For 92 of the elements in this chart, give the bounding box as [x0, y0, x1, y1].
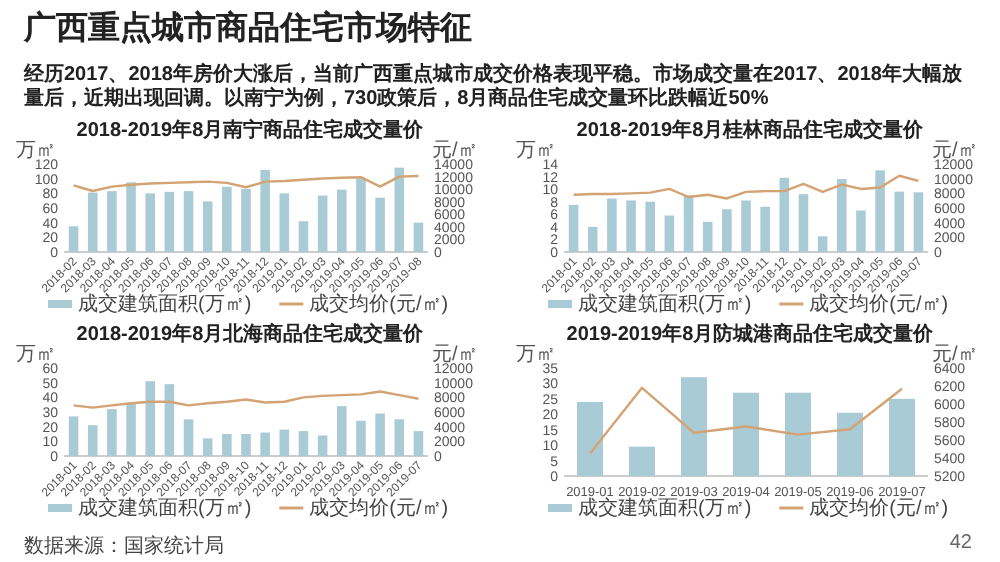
- bar: [779, 177, 790, 252]
- bar: [356, 420, 366, 456]
- chart-title: 2018-2019年8月北海商品住宅成交量价: [76, 322, 426, 346]
- bar: [356, 178, 366, 252]
- bar: [126, 182, 136, 252]
- bar: [681, 377, 707, 476]
- bar: [817, 236, 828, 252]
- bar: [856, 210, 866, 252]
- bar: [375, 197, 385, 252]
- bar: [202, 201, 213, 252]
- y2-axis-title: 元/㎡: [932, 344, 978, 366]
- bar: [241, 188, 251, 252]
- chart-title: 2018-2019年8月南宁商品住宅成交量价: [76, 118, 426, 142]
- bar: [317, 195, 328, 252]
- bar: [837, 412, 863, 476]
- bar: [337, 406, 347, 456]
- bar: [126, 403, 136, 456]
- bar: [741, 200, 751, 252]
- y-axis-title: 万㎡: [516, 344, 556, 366]
- text: 经历2017、2018年房价大涨后，当前广西重点城市成交价格表现平稳。市场成交量在2017、2018年大幅放量后，近期出现回调。以南宁为例，730政策后，8月商品住宅成交量环比跌幅近50%: [24, 64, 964, 112]
- bar: [394, 167, 405, 252]
- bar: [645, 201, 655, 252]
- bar: [785, 392, 811, 476]
- chart-title: 2019-2019年8月防城港商品住宅成交量价: [566, 322, 936, 346]
- bar: [413, 222, 424, 252]
- y2-axis-title: 元/㎡: [432, 344, 478, 366]
- bar: [317, 435, 328, 456]
- text: 广西重点城市商品住宅市场特征: [24, 8, 472, 50]
- y2-axis-title: 元/㎡: [432, 140, 478, 162]
- line-series: [588, 386, 904, 455]
- legend-label: 成交建筑面积(万㎡): [578, 292, 752, 316]
- y2-axis-title: 元/㎡: [932, 140, 978, 162]
- bar: [183, 191, 194, 252]
- bar: [260, 169, 270, 252]
- legend-label: 成交建筑面积(万㎡): [78, 496, 252, 520]
- legend-label: 成交均价(元/㎡): [809, 292, 949, 316]
- bar: [260, 432, 270, 456]
- legend-label: 成交建筑面积(万㎡): [78, 292, 252, 316]
- bar: [894, 191, 905, 252]
- bar: [222, 434, 232, 456]
- bar: [298, 431, 309, 456]
- bar: [279, 429, 290, 456]
- bar: [164, 384, 175, 456]
- bar: [68, 416, 79, 456]
- bar: [664, 215, 675, 252]
- bar: [87, 192, 98, 252]
- legend-label: 成交均价(元/㎡): [809, 496, 949, 520]
- bar: [587, 226, 598, 252]
- line-series: [72, 390, 420, 409]
- bar: [629, 446, 655, 476]
- bar: [145, 381, 155, 456]
- bar: [68, 226, 79, 252]
- legend-label: 成交均价(元/㎡): [309, 292, 449, 316]
- bar: [298, 221, 309, 252]
- bar: [241, 434, 251, 456]
- bar: [568, 204, 579, 252]
- bar: [375, 413, 385, 456]
- bar: [913, 192, 924, 252]
- bar: [607, 198, 617, 252]
- bar: [164, 191, 175, 252]
- text: 42: [949, 532, 972, 554]
- bar: [798, 194, 809, 252]
- bar: [577, 401, 603, 476]
- y-axis-title: 万㎡: [16, 344, 56, 366]
- line-series: [72, 174, 420, 193]
- bar: [889, 398, 915, 476]
- y-axis-title: 万㎡: [516, 140, 556, 162]
- y-axis-title: 万㎡: [16, 140, 56, 162]
- bar: [145, 193, 155, 252]
- bar: [875, 170, 885, 252]
- bar: [183, 419, 194, 456]
- bar: [626, 200, 636, 252]
- bar: [733, 392, 759, 476]
- bar: [722, 209, 732, 252]
- bar: [279, 193, 290, 252]
- bar: [760, 206, 770, 252]
- legend-label: 成交建筑面积(万㎡): [578, 496, 752, 520]
- bar: [413, 431, 424, 456]
- bar: [683, 195, 694, 252]
- bar: [107, 409, 117, 456]
- chart-title: 2018-2019年8月桂林商品住宅成交量价: [576, 118, 926, 142]
- bar: [837, 179, 847, 252]
- bar: [87, 425, 98, 456]
- bar: [394, 419, 405, 456]
- bar: [107, 191, 117, 252]
- bar: [202, 438, 213, 456]
- line-series: [572, 174, 920, 200]
- source-note: 数据来源：国家统计局: [24, 533, 224, 560]
- legend-label: 成交均价(元/㎡): [309, 496, 449, 520]
- bar: [222, 186, 232, 252]
- bar: [337, 189, 347, 252]
- bar: [702, 221, 713, 252]
